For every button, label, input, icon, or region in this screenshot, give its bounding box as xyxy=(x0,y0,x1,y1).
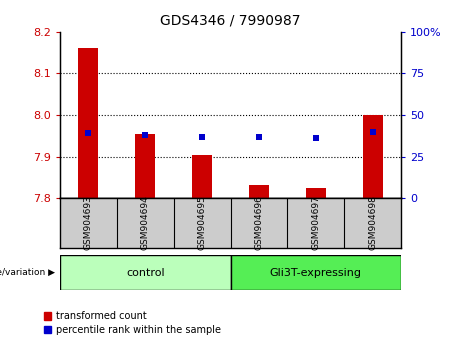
Legend: transformed count, percentile rank within the sample: transformed count, percentile rank withi… xyxy=(42,309,223,337)
Title: GDS4346 / 7990987: GDS4346 / 7990987 xyxy=(160,14,301,28)
Text: control: control xyxy=(126,268,165,278)
Text: GSM904698: GSM904698 xyxy=(368,195,377,251)
Text: GSM904694: GSM904694 xyxy=(141,196,150,250)
Text: GSM904697: GSM904697 xyxy=(311,195,320,251)
Text: GSM904696: GSM904696 xyxy=(254,195,263,251)
Bar xyxy=(192,155,212,198)
Bar xyxy=(363,115,383,198)
Bar xyxy=(230,255,401,290)
Bar xyxy=(60,255,230,290)
Text: genotype/variation ▶: genotype/variation ▶ xyxy=(0,268,55,277)
Bar xyxy=(135,134,155,198)
Bar xyxy=(306,188,326,198)
Text: GSM904693: GSM904693 xyxy=(84,195,93,251)
Bar xyxy=(78,48,98,198)
Text: GSM904695: GSM904695 xyxy=(198,195,207,251)
Text: Gli3T-expressing: Gli3T-expressing xyxy=(270,268,362,278)
Bar xyxy=(249,185,269,198)
